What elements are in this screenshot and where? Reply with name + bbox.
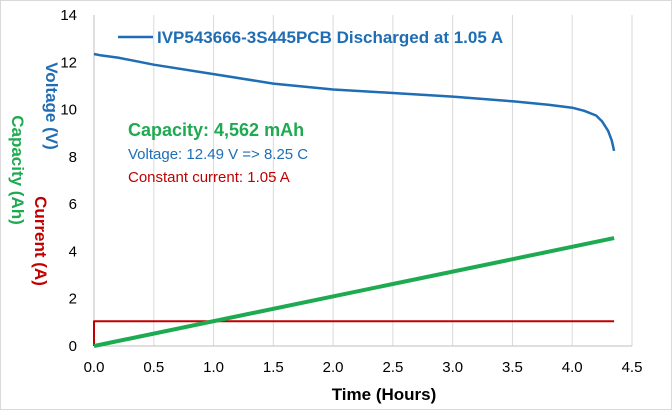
annotation-current: Constant current: 1.05 A bbox=[128, 169, 290, 186]
y-axis-title-current: Current (A) bbox=[31, 196, 50, 286]
y-axis-title-voltage: Voltage (V) bbox=[42, 62, 61, 150]
annotation-capacity: Capacity: 4,562 mAh bbox=[128, 120, 304, 140]
y-tick-label: 12 bbox=[60, 54, 77, 71]
y-tick-label: 10 bbox=[60, 102, 77, 119]
y-tick-label: 2 bbox=[69, 291, 77, 308]
x-tick-label: 0.0 bbox=[84, 359, 105, 376]
annotation-voltage: Voltage: 12.49 V => 8.25 C bbox=[128, 146, 308, 163]
capacity-series-line bbox=[93, 236, 615, 348]
legend: IVP543666-3S445PCB Discharged at 1.05 A bbox=[118, 28, 503, 47]
series-layer bbox=[93, 52, 616, 348]
x-axis-title: Time (Hours) bbox=[332, 385, 437, 404]
current-series-line bbox=[93, 320, 615, 346]
annotation-layer: Capacity: 4,562 mAh Voltage: 12.49 V => … bbox=[128, 120, 308, 186]
x-tick-label: 2.5 bbox=[382, 359, 403, 376]
y-tick-label: 0 bbox=[69, 338, 77, 355]
y-tick-label: 6 bbox=[69, 196, 77, 213]
x-tick-label: 1.5 bbox=[263, 359, 284, 376]
y-tick-label: 14 bbox=[60, 7, 77, 24]
voltage-series-line bbox=[93, 52, 616, 152]
x-tick-label: 3.0 bbox=[442, 359, 463, 376]
y-tick-label: 4 bbox=[69, 243, 77, 260]
y-axis-title: Voltage (V) Current (A) Capacity (Ah) bbox=[8, 62, 61, 286]
y-axis-title-capacity: Capacity (Ah) bbox=[8, 115, 27, 225]
y-tick-label: 8 bbox=[69, 149, 77, 166]
x-tick-label: 4.5 bbox=[622, 359, 643, 376]
x-tick-label: 3.5 bbox=[502, 359, 523, 376]
x-tick-label: 4.0 bbox=[562, 359, 583, 376]
x-tick-label: 2.0 bbox=[323, 359, 344, 376]
x-tick-label: 1.0 bbox=[203, 359, 224, 376]
tick-label-layer: 0.0 0.5 1.0 1.5 2.0 2.5 3.0 3.5 4.0 4.5 0 2 4 6 8 10 12 1… bbox=[60, 7, 642, 376]
grid-layer bbox=[93, 15, 633, 347]
x-tick-label: 0.5 bbox=[143, 359, 164, 376]
legend-label: IVP543666-3S445PCB Discharged at 1.05 A bbox=[157, 28, 503, 47]
